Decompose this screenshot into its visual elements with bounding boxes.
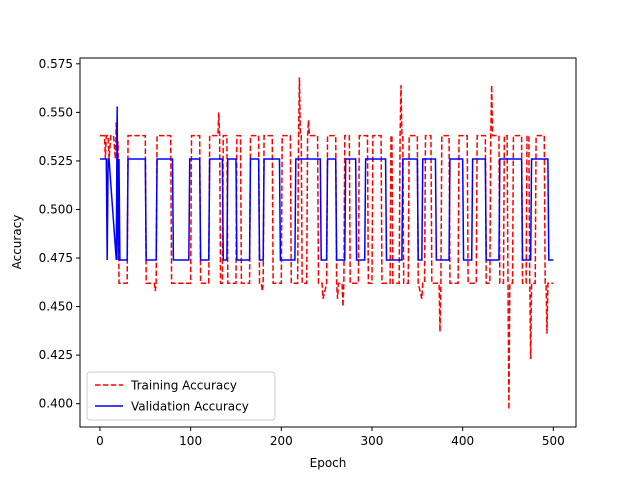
y-tick-label: 0.575 (39, 57, 73, 71)
y-tick-label: 0.500 (39, 202, 73, 216)
series-line-validation (99, 106, 554, 261)
y-tick-label: 0.550 (39, 105, 73, 119)
x-tick-label: 400 (451, 434, 474, 448)
y-tick-label: 0.475 (39, 251, 73, 265)
legend-label-validation: Validation Accuracy (131, 400, 249, 414)
y-tick-label: 0.450 (39, 300, 73, 314)
y-tick-label: 0.425 (39, 348, 73, 362)
x-tick-label: 0 (96, 434, 104, 448)
series-layer (99, 77, 554, 410)
x-tick-label: 100 (179, 434, 202, 448)
legend: Training Accuracy Validation Accuracy (86, 371, 276, 421)
x-tick-label: 500 (542, 434, 565, 448)
y-axis-ticks: 0.400 0.425 0.450 0.475 0.500 0.525 0.550 0.575 (39, 57, 80, 411)
plot-frame (79, 57, 577, 428)
y-tick-label: 0.400 (39, 397, 73, 411)
x-tick-label: 200 (270, 434, 293, 448)
x-axis-ticks: 0 100 200 300 400 500 (96, 427, 565, 448)
y-tick-label: 0.525 (39, 154, 73, 168)
x-axis-label: Epoch (310, 456, 347, 470)
legend-box (86, 371, 276, 421)
x-tick-label: 300 (361, 434, 384, 448)
legend-label-training: Training Accuracy (130, 379, 237, 393)
y-axis-label: Accuracy (10, 215, 24, 270)
